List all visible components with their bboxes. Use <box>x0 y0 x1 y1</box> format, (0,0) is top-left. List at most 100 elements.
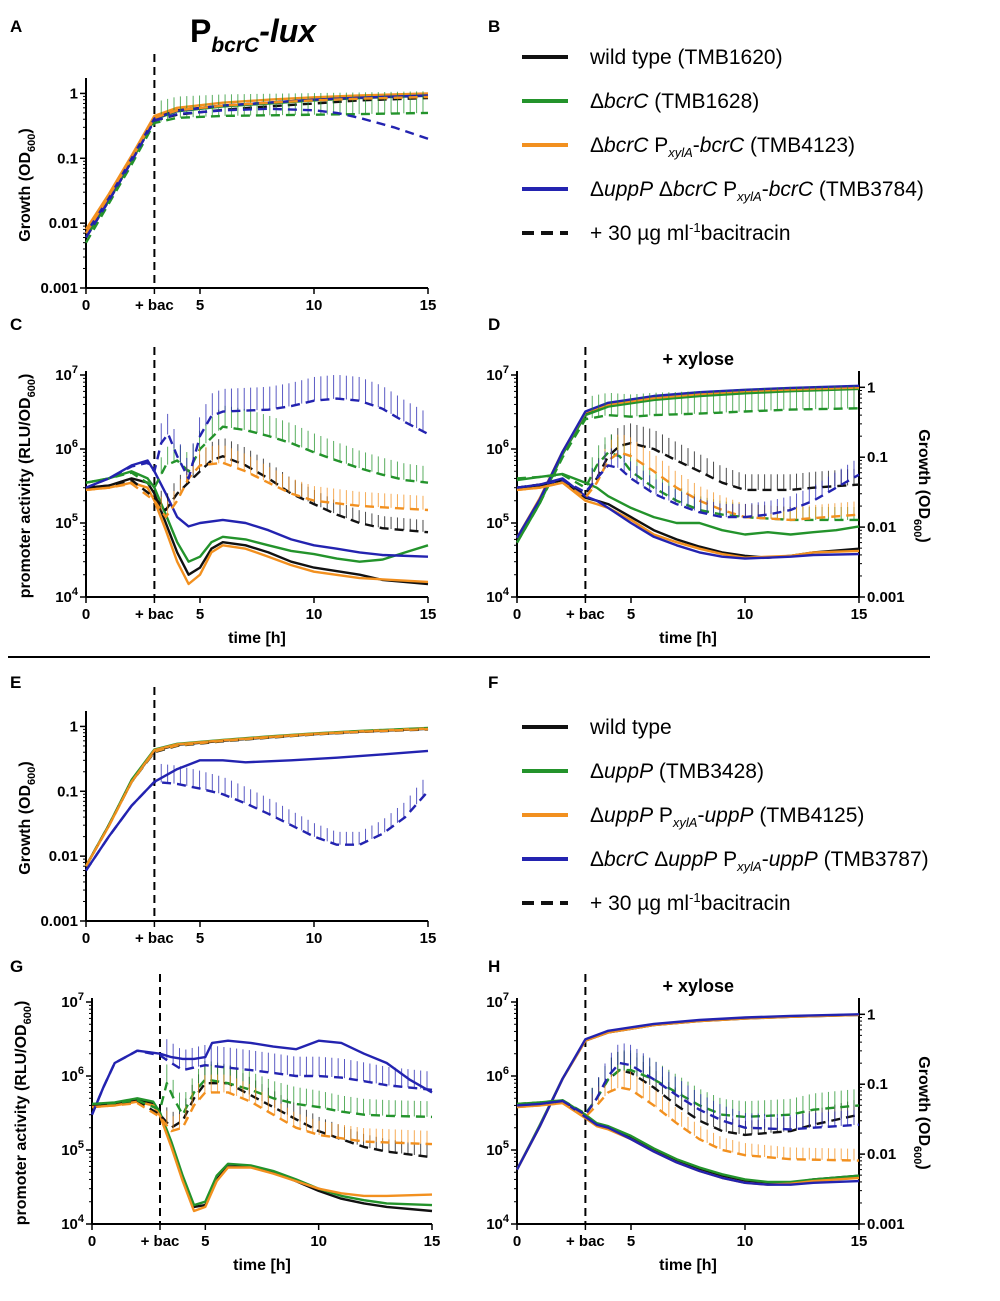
series-d-uppp-bcrc-pxyla-bcrc <box>516 477 860 560</box>
y2-axis-title-d-end: ) <box>915 537 932 542</box>
series-c-uppp-bcrc-pxyla-bcrc-bac-line <box>85 397 429 489</box>
y-tick-label-a: 0.1 <box>57 150 78 167</box>
legend-top-label-wt: wild type (TMB1620) <box>589 46 783 69</box>
legend-top-item-uppp-bcrc-comp: ΔuppP ΔbcrC PxylA-bcrC (TMB3784) <box>522 178 924 204</box>
x-tick-label-a: + bac <box>135 297 174 314</box>
x-tick-label-g: 0 <box>88 1233 96 1250</box>
legend-bottom-item-bcrc-uppp-comp: ΔbcrC ΔuppP PxylA-uppP (TMB3787) <box>522 848 929 874</box>
legend-bottom-item-uppp-comp: ΔuppP PxylA-uppP (TMB4125) <box>522 804 864 830</box>
y-axis-title-g-sub: 600 <box>22 1006 34 1024</box>
legend-top-label-part: wild type (TMB1620) <box>589 46 783 69</box>
legend-top-label-part: bcrC <box>769 178 814 201</box>
y-tick-label-d-base: 10 <box>486 367 503 384</box>
y-tick-label-e: 0.001 <box>40 913 78 930</box>
y-tick-label-c-exp: 4 <box>72 586 79 598</box>
series-c-uppp-bcrc-pxyla-bcrc <box>85 459 429 558</box>
x-tick-label-d: + bac <box>566 606 605 623</box>
y-tick-label-h-base: 10 <box>486 1216 503 1233</box>
series-d-bcrc-line <box>516 472 860 536</box>
series-e-bcrc-uppp-pxyla-uppp-bac <box>85 763 429 872</box>
series-g-uppp-pxyla-uppp-line <box>91 1100 433 1213</box>
legend-bottom-label-bcrc-uppp-comp: ΔbcrC ΔuppP PxylA-uppP (TMB3787) <box>590 848 929 874</box>
y-axis-title-a-end: ) <box>17 128 34 133</box>
legend-top-label-part: Δ <box>590 90 604 113</box>
x-tick-label-c: 5 <box>196 606 204 623</box>
x-tick-label-g: 10 <box>310 1233 327 1250</box>
y-tick-label-d-exp: 4 <box>503 586 510 598</box>
series-c-uppp-bcrc-pxyla-bcrc-line <box>85 459 429 558</box>
legend-bottom-label-part: uppP <box>668 848 717 871</box>
y-tick-label-g-exp: 6 <box>78 1065 84 1077</box>
y2-axis-title-h-end: ) <box>915 1164 932 1169</box>
x-tick-label-g: 15 <box>424 1233 441 1250</box>
series-g-uppp <box>91 1097 433 1207</box>
x-tick-label-a: 5 <box>196 297 204 314</box>
series-a-wild-type-bac <box>84 96 429 239</box>
y-tick-label-c: 104 <box>55 586 79 606</box>
series-h-uppp-pxyla-uppp-bac-line <box>516 1086 860 1162</box>
x-tick-label-d: 5 <box>627 606 635 623</box>
series-g-bcrc-uppp-pxyla-uppp-bac <box>90 1039 433 1116</box>
y-tick-label-h: 106 <box>486 1065 509 1085</box>
series-e-uppp-pxyla-uppp-bac <box>84 727 429 867</box>
series-c-bcrc-pxyla-bcrc <box>85 481 429 586</box>
series-c-wild-type <box>85 477 429 586</box>
y-axis-title-c-end: ) <box>17 374 34 379</box>
y2-tick-label-d: 1 <box>867 379 875 396</box>
legend-top-item-bcrc: ΔbcrC (TMB1628) <box>522 90 759 113</box>
legend-top-label-part: Δ <box>653 178 673 201</box>
y-axis-title-a: Growth (OD600) <box>17 128 38 241</box>
legend-top-label-part: bcrC <box>673 178 718 201</box>
y-tick-label-g-base: 10 <box>61 994 78 1011</box>
y-tick-label-d-base: 10 <box>486 515 503 532</box>
series-c-bcrc-line <box>85 470 429 563</box>
y-tick-label-c: 107 <box>55 364 78 384</box>
series-h-uppp-pxyla-uppp-bac <box>516 1070 860 1162</box>
y-axis-title-e-main: Growth (OD <box>17 785 34 875</box>
series-d-uppp-bcrc-pxyla-bcrc-line <box>516 477 860 560</box>
legend-top-label-part: xylA <box>736 189 762 204</box>
series-a-wild-type-bac-line <box>84 96 429 239</box>
y-tick-label-d-exp: 7 <box>503 364 509 376</box>
series-d-bcrc <box>516 472 860 536</box>
series-g-wild-type-line <box>91 1098 433 1213</box>
y-tick-label-d-exp: 5 <box>503 512 509 524</box>
legend-bottom-label-part: + 30 µg ml <box>590 892 689 915</box>
y-axis-title-e-sub: 600 <box>26 767 38 785</box>
x-tick-label-a: 0 <box>82 297 90 314</box>
legend-top-label-part: P <box>717 178 737 201</box>
series-g-bcrc-uppp-pxyla-uppp-bac-line <box>90 1049 433 1116</box>
x-tick-label-c: 0 <box>82 606 90 623</box>
series-d-uppp-bcrc-pxyla-bcrc-bac-line <box>516 464 860 519</box>
series-h-bcrc-uppp-pxyla-uppp-bac <box>516 1043 860 1131</box>
x-tick-label-h: 10 <box>737 1233 754 1250</box>
series-a-bcrc-pxyla-bcrc-bac <box>84 95 429 234</box>
series-a-uppp-bcrc-pxyla-bcrc-bac <box>84 107 429 239</box>
series-g-wild-type <box>91 1098 433 1213</box>
series-a-bcrc-line <box>84 94 429 239</box>
y-tick-label-g-base: 10 <box>61 1216 78 1233</box>
y-tick-label-d-exp: 6 <box>503 438 509 450</box>
legend-top-label-part: (TMB4123) <box>744 134 855 157</box>
y-tick-label-h-base: 10 <box>486 1068 503 1085</box>
legend-top-label-bcrc-comp: ΔbcrC PxylA-bcrC (TMB4123) <box>590 134 855 160</box>
y2-tick-label-h: 1 <box>867 1006 875 1023</box>
panel-letter-h: H <box>488 957 500 976</box>
y2-tick-label-h: 0.01 <box>867 1146 896 1163</box>
y-tick-label-g: 106 <box>61 1065 84 1085</box>
series-d-bcrc-growth-bac-line <box>515 407 860 544</box>
y2-tick-label-d: 0.001 <box>867 589 905 606</box>
y-tick-label-c: 106 <box>55 438 78 458</box>
x-tick-label-e: 15 <box>420 930 437 947</box>
series-c-wild-type-line <box>85 477 429 586</box>
legend-top-label-uppp-bcrc-comp: ΔuppP ΔbcrC PxylA-bcrC (TMB3784) <box>590 178 924 204</box>
legend-bottom-item-bac: + 30 µg ml-1bacitracin <box>522 890 791 915</box>
panel-letter-a: A <box>10 17 22 36</box>
series-c-bcrc-bac-line <box>85 425 429 489</box>
y-axis-title-a-main: Growth (OD <box>17 152 34 242</box>
x-tick-label-d: 15 <box>851 606 868 623</box>
legend-bottom-label-part: P <box>717 848 737 871</box>
